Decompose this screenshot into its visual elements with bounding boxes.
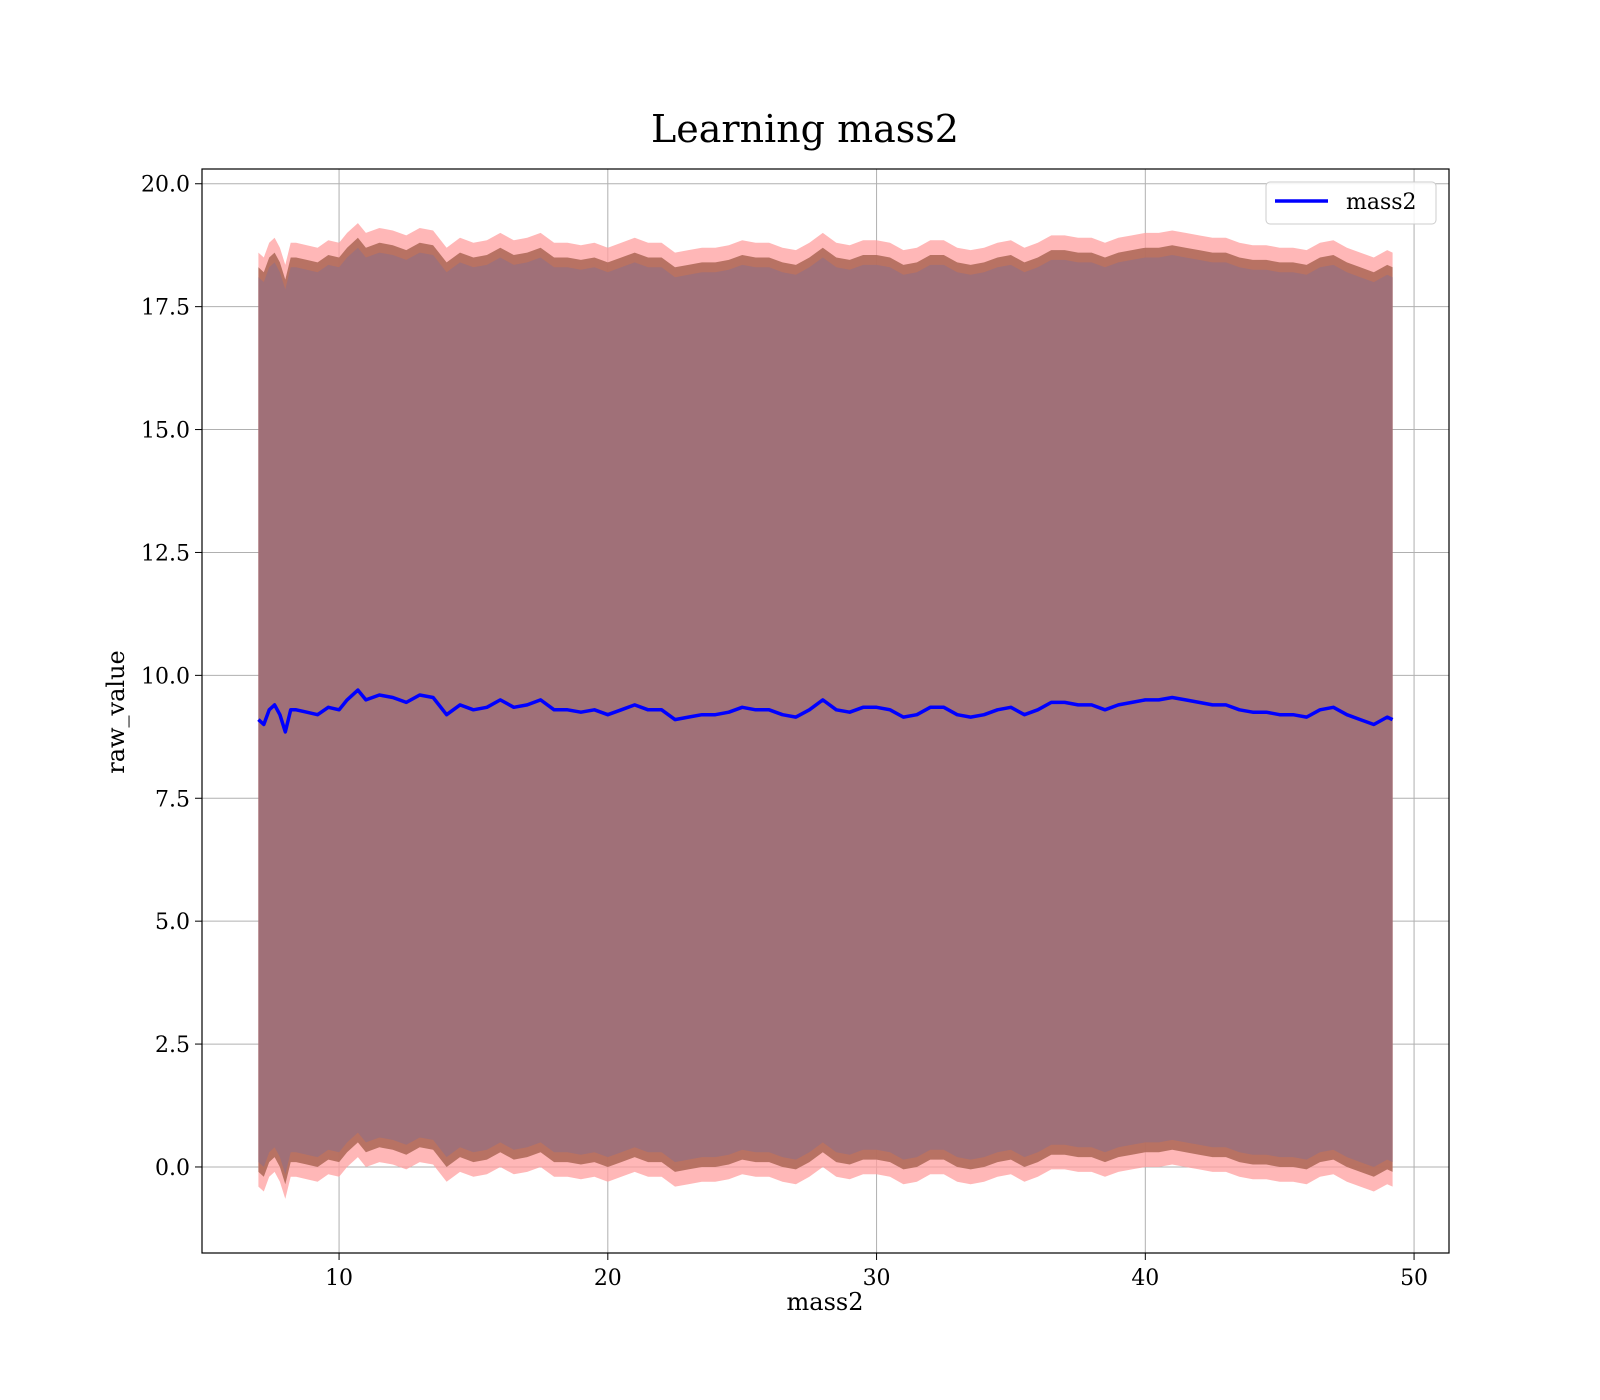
y-tick-label: 5.0 [155,910,190,935]
x-tick-label: 10 [325,1266,353,1291]
y-tick-label: 20.0 [141,173,190,198]
y-axis-label: raw_value [102,650,130,774]
series-line-mass2 [257,688,1394,734]
tick-layer: 10 20 30 40 50 0.0 2.5 5.0 7.5 10.0 12.5 15.0 17.5 20… [141,173,1428,1291]
x-axis-label: mass2 [787,1288,864,1316]
x-tick-label: 20 [594,1266,622,1291]
line-layer [257,688,1394,734]
y-tick-label: 12.5 [141,541,190,566]
x-tick-label: 40 [1131,1266,1159,1291]
chart-title: Learning mass2 [651,107,959,151]
band-layer [258,223,1393,1199]
y-tick-label: 7.5 [155,787,190,812]
legend-box [1265,181,1437,225]
y-tick-label: 15.0 [141,419,190,444]
x-tick-label: 50 [1400,1266,1428,1291]
x-tick-label: 30 [863,1266,891,1291]
inner-uncertainty-band [258,247,1393,1175]
legend: mass2 [1265,181,1437,225]
y-tick-label: 2.5 [155,1033,190,1058]
y-tick-label: 17.5 [141,296,190,321]
y-tick-label: 0.0 [155,1156,190,1181]
plot-frame [201,168,1450,1254]
legend-label: mass2 [1346,190,1417,215]
y-tick-label: 10.0 [141,664,190,689]
